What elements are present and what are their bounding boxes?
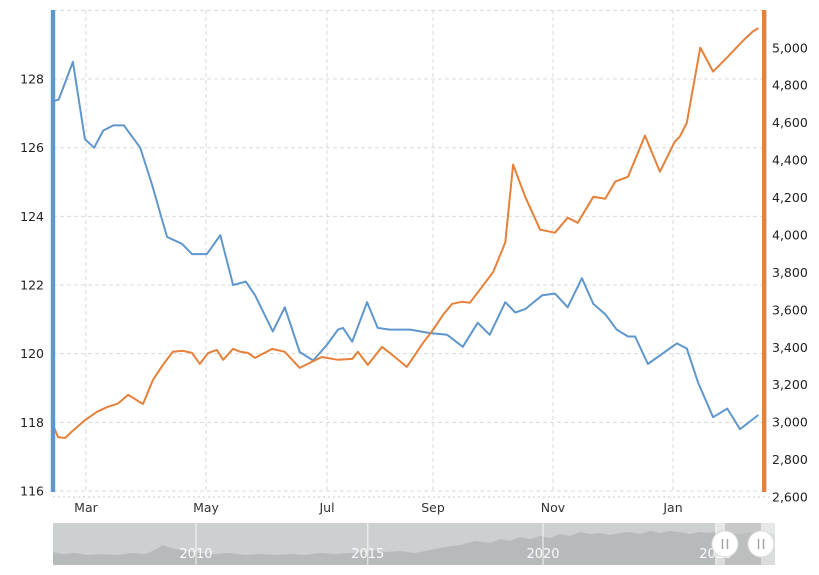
slider-year-label: 2020 [526,547,559,562]
right-axis-tick-label: 3,200 [772,377,808,392]
left-series-line [52,60,759,431]
slider-handle-left-circle[interactable] [711,530,739,558]
left-axis-tick-label: 118 [20,415,44,430]
axis-labels: 116 118 120 122 124 126 128 2,600 2,800 3,000 3,20… [20,40,808,515]
slider-year-label: 2015 [351,547,384,562]
left-axis-tick-label: 116 [20,484,44,499]
right-axis-tick-label: 3,800 [772,265,808,280]
left-axis-tick-label: 124 [20,209,44,224]
right-series-line [52,27,759,439]
right-axis-tick-label: 3,400 [772,340,808,355]
timeline-slider: 2010 2015 2020 2025 [53,523,775,565]
right-axis-tick-label: 4,800 [772,78,808,93]
right-axis-tick-label: 3,600 [772,302,808,317]
month-tick-label: May [193,500,219,515]
month-tick-label: Jul [318,500,334,515]
plot-hover-area[interactable] [53,10,762,492]
month-tick-label: Jan [662,500,682,515]
right-axis-tick-label: 4,000 [772,227,808,242]
right-axis-tick-label: 2,600 [772,490,808,505]
left-axis-tick-label: 122 [20,278,44,293]
month-tick-label: Sep [421,500,445,515]
left-axis-tick-label: 126 [20,140,44,155]
left-axis-tick-label: 128 [20,72,44,87]
slider-handle-left[interactable] [711,530,739,558]
right-axis-tick-label: 2,800 [772,452,808,467]
left-axis-tick-label: 120 [20,346,44,361]
slider-year-label: 2010 [179,547,212,562]
slider-handle-right-circle[interactable] [747,530,775,558]
right-axis-bar [762,10,767,492]
left-axis-bar [50,10,56,492]
month-tick-label: Mar [74,500,98,515]
right-axis-tick-label: 5,000 [772,40,808,55]
slider-handle-right[interactable] [747,530,775,558]
right-axis-tick-label: 4,600 [772,115,808,130]
month-tick-label: Nov [541,500,566,515]
right-axis-tick-label: 3,000 [772,415,808,430]
right-axis-tick-label: 4,400 [772,153,808,168]
right-axis-tick-label: 4,200 [772,190,808,205]
slider-history-silhouette [53,531,775,565]
